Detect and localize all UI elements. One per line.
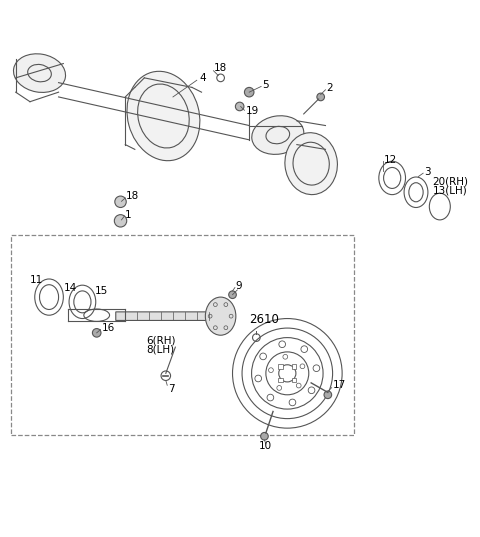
Bar: [278, 378, 283, 382]
Text: 15: 15: [94, 286, 108, 296]
Circle shape: [114, 215, 127, 227]
Text: 3: 3: [424, 167, 431, 177]
Text: 1: 1: [125, 209, 132, 220]
Circle shape: [324, 391, 332, 398]
Ellipse shape: [285, 133, 337, 194]
Text: 7: 7: [168, 383, 175, 394]
Circle shape: [115, 196, 126, 207]
Bar: [292, 364, 297, 369]
Text: 20(RH): 20(RH): [432, 176, 468, 186]
Ellipse shape: [13, 54, 66, 92]
Circle shape: [235, 102, 244, 111]
Text: 12: 12: [384, 155, 397, 165]
Text: 11: 11: [30, 275, 43, 285]
Ellipse shape: [252, 116, 304, 154]
Circle shape: [244, 88, 254, 97]
Ellipse shape: [205, 297, 236, 335]
Ellipse shape: [127, 71, 200, 161]
Circle shape: [261, 432, 268, 440]
Text: 8(LH): 8(LH): [147, 345, 175, 354]
Text: 17: 17: [333, 380, 346, 390]
Bar: [11, 235, 354, 436]
Text: 4: 4: [199, 73, 206, 83]
Text: 13(LH): 13(LH): [432, 186, 468, 196]
Text: 6(RH): 6(RH): [147, 336, 176, 346]
Text: 10: 10: [259, 441, 272, 451]
Text: 2: 2: [326, 83, 333, 93]
Circle shape: [93, 329, 101, 337]
Text: 5: 5: [263, 80, 269, 90]
Text: 2610: 2610: [249, 313, 279, 326]
Circle shape: [317, 93, 324, 101]
Text: 18: 18: [126, 191, 140, 201]
Text: 18: 18: [214, 63, 227, 74]
Text: 19: 19: [245, 106, 259, 116]
Bar: [292, 378, 297, 382]
Text: 14: 14: [63, 282, 77, 293]
Bar: [278, 364, 283, 369]
Circle shape: [228, 291, 236, 299]
Text: 16: 16: [101, 323, 115, 333]
Text: 9: 9: [236, 281, 242, 291]
FancyArrow shape: [116, 310, 226, 322]
